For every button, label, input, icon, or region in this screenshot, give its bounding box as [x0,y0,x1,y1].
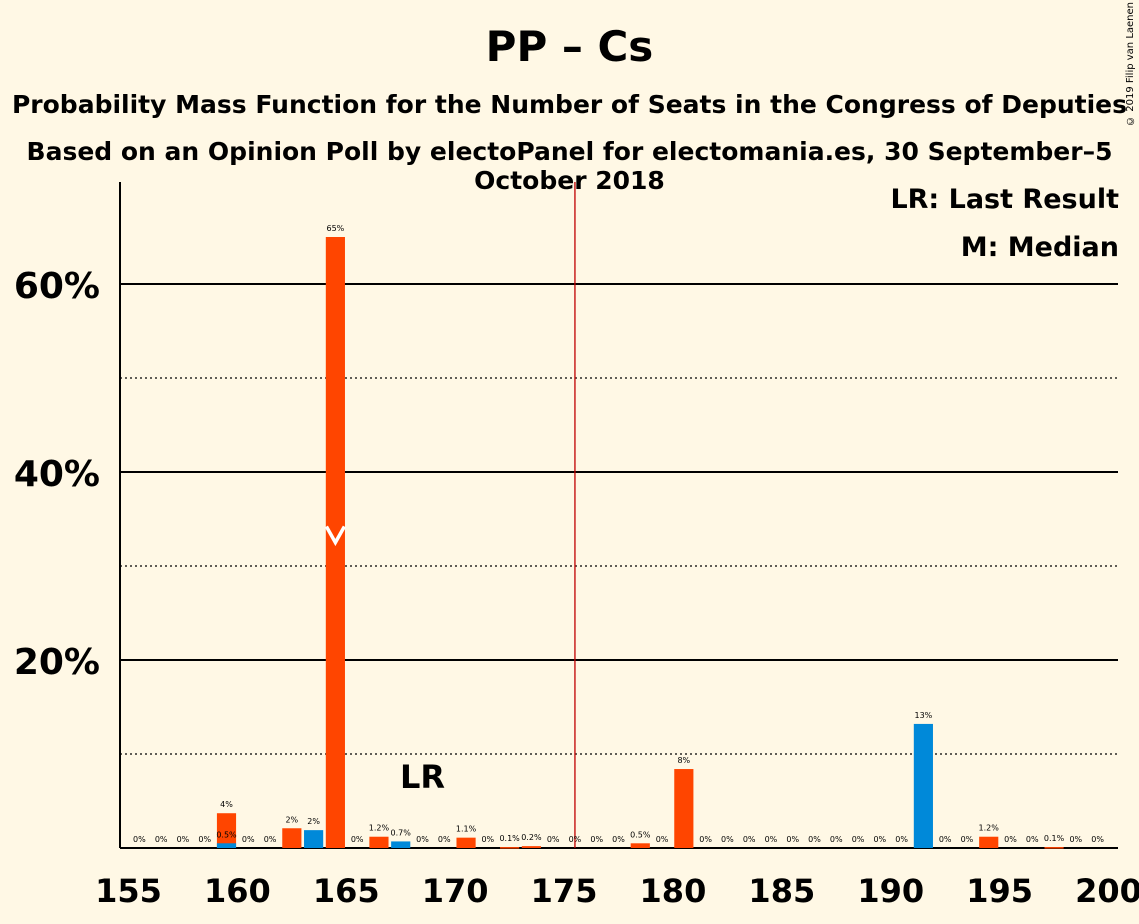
median-marker [324,525,346,547]
bar-value-label: 0% [743,835,756,844]
x-tick-label: 190 [857,872,924,910]
bar-value-label: 0% [198,835,211,844]
bar-value-label: 1.2% [979,824,1000,833]
bar-value-label: 0% [547,835,560,844]
bar [456,837,476,848]
bar-value-label: 0% [852,835,865,844]
x-tick-label: 155 [95,872,162,910]
bar [913,723,933,848]
bar-value-label: 0% [961,835,974,844]
bar-value-label: 0% [242,835,255,844]
y-tick-label: 40% [14,454,100,495]
bar-value-label: 0% [873,835,886,844]
bar-value-label: 0% [590,835,603,844]
bar-value-label: 0.2% [521,833,542,842]
x-tick-label: 165 [313,872,380,910]
bar-value-label: 2% [285,815,298,824]
chart-title: PP – Cs [485,22,654,71]
bar-value-label: 0.7% [391,828,412,837]
bar-value-label: 0% [264,835,277,844]
bar [304,830,324,848]
bar-value-label: 0% [699,835,712,844]
bar-value-label: 65% [326,224,344,233]
bar [500,847,520,849]
last-result-label: LR [400,758,445,796]
x-tick-label: 170 [422,872,489,910]
bar-value-label: 1.1% [456,825,477,834]
bar-value-label: 0% [351,835,364,844]
bar [630,843,650,848]
bar [216,843,237,848]
bar-value-label: 0% [438,835,451,844]
bar-value-label: 0% [939,835,952,844]
bar-value-label: 0% [1026,835,1039,844]
bar-value-label: 0% [786,835,799,844]
bar-value-label: 4% [220,800,233,809]
bar-value-label: 0% [765,835,778,844]
bar-value-label: 0% [612,835,625,844]
bar [282,828,302,848]
bar-value-label: 0.5% [216,830,237,839]
bar-value-label: 0.5% [630,830,651,839]
bar-value-label: 0% [155,835,168,844]
x-tick-label: 180 [640,872,707,910]
x-tick-label: 200 [1075,872,1139,910]
x-tick-label: 160 [204,872,271,910]
bar [979,836,999,848]
bar-value-label: 0% [830,835,843,844]
bar-value-label: 0.1% [499,834,520,843]
bar-value-label: 1.2% [369,824,390,833]
bar-value-label: 0.1% [1044,834,1065,843]
x-tick-label: 175 [531,872,598,910]
bar-value-label: 0% [721,835,734,844]
bar-value-label: 0% [1004,835,1017,844]
bar-value-label: 0% [808,835,821,844]
y-tick-label: 60% [14,266,100,307]
bar-value-label: 0% [569,835,582,844]
bar [674,769,694,848]
bar [1044,847,1064,849]
chart-subtitle: Probability Mass Function for the Number… [11,90,1128,119]
bar-value-label: 0% [177,835,190,844]
bar [391,841,411,848]
bar-value-label: 0% [1069,835,1082,844]
bar-value-label: 2% [307,817,320,826]
bar-value-label: 0% [133,835,146,844]
bar-value-label: 0% [895,835,908,844]
x-tick-label: 195 [966,872,1033,910]
bar-value-label: 0% [416,835,429,844]
legend-last-result: LR: Last Result [890,184,1119,215]
bar [521,846,541,848]
bar-value-label: 0% [481,835,494,844]
bar-value-label: 0% [656,835,669,844]
chart-source: Based on an Opinion Poll by electoPanel … [26,137,1113,195]
bar [369,836,389,848]
x-tick-label: 185 [748,872,815,910]
bar-value-label: 0% [1091,835,1104,844]
y-tick-label: 20% [14,642,100,683]
legend-median: M: Median [960,232,1119,263]
bar [216,813,237,848]
bar-value-label: 13% [914,711,932,720]
bar-value-label: 8% [677,756,690,765]
